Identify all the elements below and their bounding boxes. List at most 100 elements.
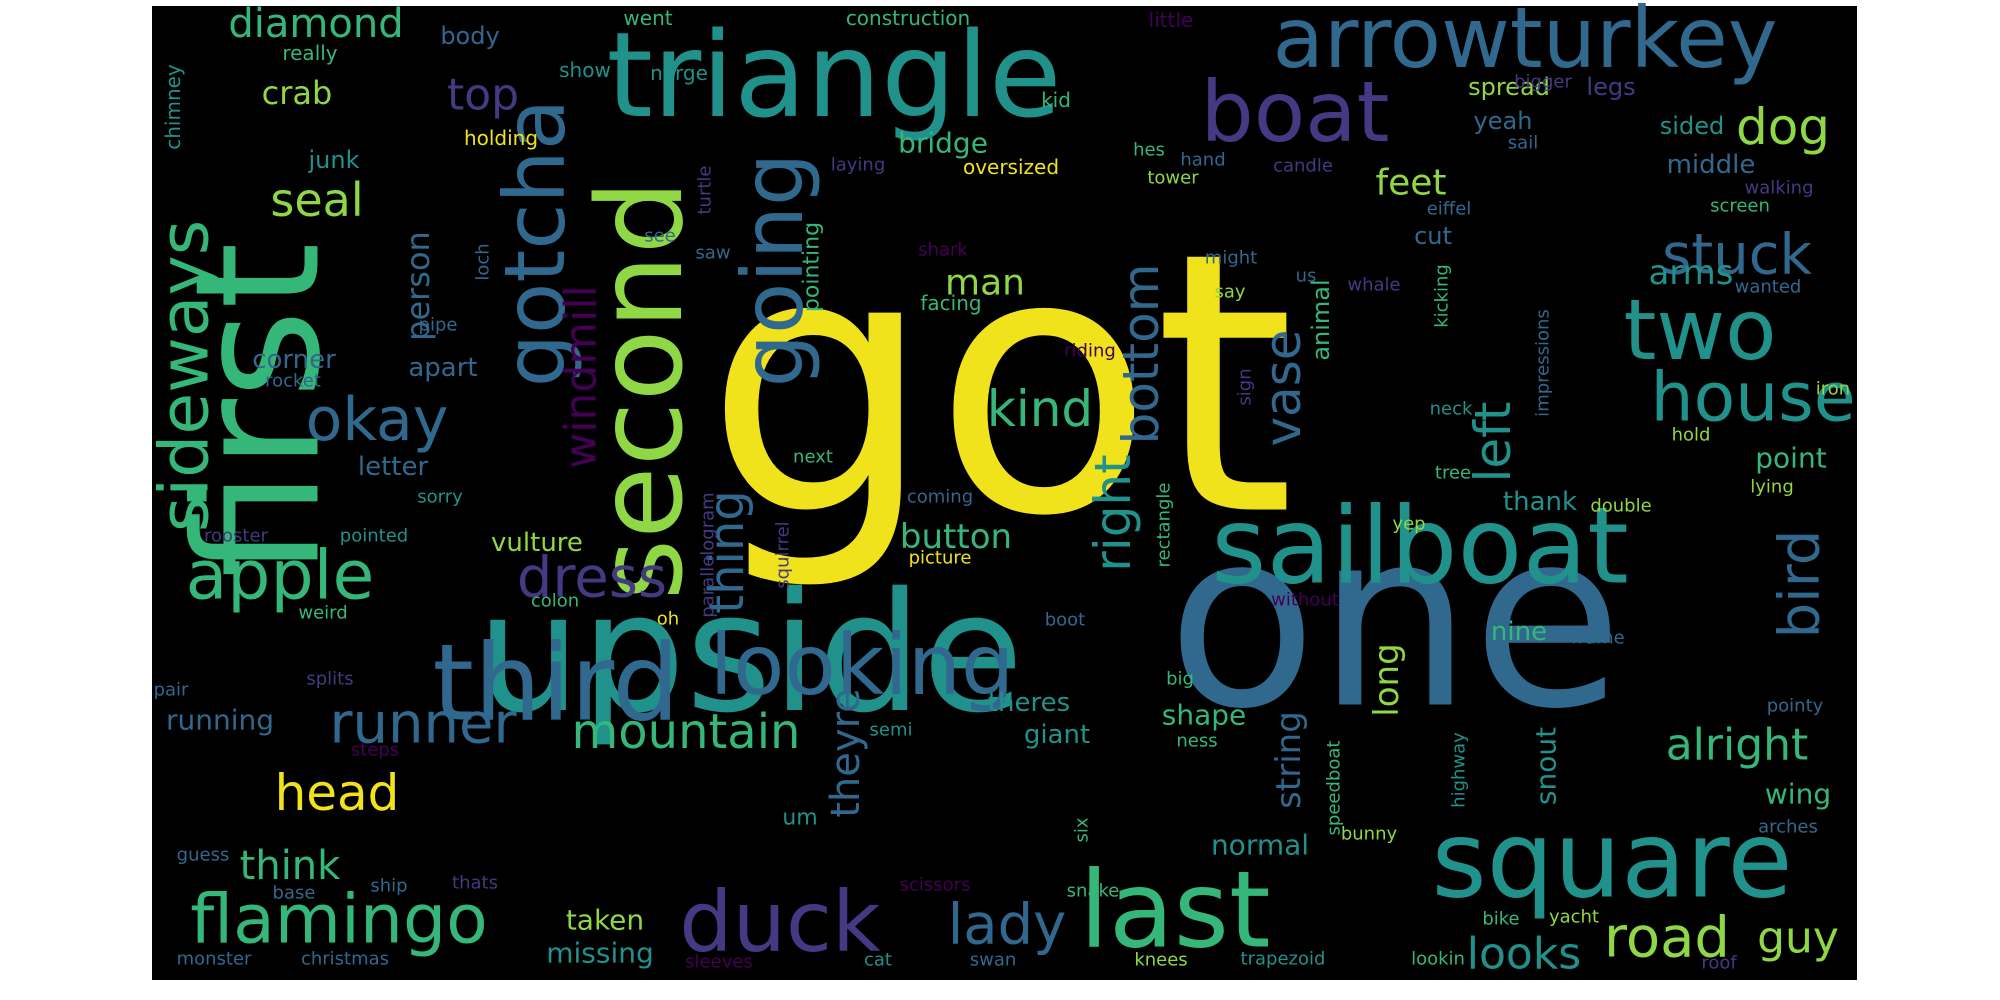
word-show: show — [559, 58, 611, 82]
word-man: man — [945, 263, 1025, 304]
word-speedboat: speedboat — [1324, 741, 1345, 836]
word-looking: looking — [710, 616, 1015, 714]
word-candle: candle — [1273, 156, 1333, 177]
word-monster: monster — [177, 949, 252, 970]
word-wing: wing — [1765, 778, 1831, 811]
word-thing: thing — [699, 490, 755, 613]
word-missing: missing — [546, 937, 654, 970]
word-wanted: wanted — [1735, 277, 1802, 298]
word-okay: okay — [306, 385, 449, 455]
word-flamingo: flamingo — [190, 881, 488, 960]
word-colon: colon — [531, 591, 579, 612]
word-apple: apple — [186, 537, 375, 616]
word-say: say — [1214, 282, 1245, 303]
word-eiffel: eiffel — [1427, 199, 1472, 220]
word-trapezoid: trapezoid — [1241, 949, 1326, 970]
word-shark: shark — [918, 240, 968, 261]
word-um: um — [782, 806, 817, 831]
word-vulture: vulture — [491, 528, 583, 558]
word-neck: neck — [1430, 399, 1473, 420]
word-first: first — [158, 242, 359, 578]
word-gotcha: gotcha — [486, 99, 584, 388]
word-one: one — [1167, 478, 1623, 763]
word-second: second — [571, 180, 709, 601]
word-boot: boot — [1045, 610, 1086, 631]
word-normal: normal — [1211, 829, 1309, 862]
word-sign: sign — [1235, 368, 1256, 405]
word-long: long — [1367, 643, 1407, 716]
word-bigger: bigger — [1514, 72, 1572, 93]
word-lookin: lookin — [1411, 949, 1465, 970]
word-screen: screen — [1710, 196, 1770, 217]
word-cut: cut — [1414, 222, 1452, 250]
word-sailboat: sailboat — [1211, 485, 1629, 608]
word-without: without — [1271, 590, 1339, 611]
word-sleeves: sleeves — [685, 952, 753, 973]
word-snake: snake — [1067, 881, 1120, 902]
word-pointy: pointy — [1767, 696, 1824, 717]
word-yeah: yeah — [1474, 107, 1533, 135]
word-nine: nine — [1491, 617, 1547, 647]
word-iron: iron — [1816, 379, 1850, 400]
word-whale: whale — [1347, 275, 1400, 296]
word-think: think — [240, 843, 342, 889]
word-bottom: bottom — [1112, 264, 1170, 445]
word-steps: steps — [351, 740, 399, 761]
word-person: person — [399, 231, 437, 341]
word-facing: facing — [920, 291, 981, 315]
word-running: running — [166, 704, 274, 737]
word-rocket: rocket — [265, 371, 321, 392]
word-middle: middle — [1667, 150, 1756, 180]
word-semi: semi — [870, 720, 913, 741]
word-top: top — [447, 70, 519, 121]
word-norge: norge — [650, 61, 708, 85]
word-dress: dress — [517, 546, 667, 611]
word-road: road — [1604, 906, 1730, 971]
word-stuck: stuck — [1662, 223, 1812, 288]
word-cat: cat — [864, 950, 892, 971]
word-lady: lady — [948, 893, 1067, 958]
word-guess: guess — [177, 845, 230, 866]
word-squirrel: squirrel — [773, 521, 794, 588]
word-letter: letter — [358, 452, 429, 482]
word-yep: yep — [1392, 514, 1425, 535]
word-arms: arms — [1648, 253, 1733, 293]
word-crab: crab — [262, 74, 333, 112]
word-might: might — [1205, 248, 1257, 269]
word-kind: kind — [987, 380, 1093, 438]
word-coming: coming — [907, 487, 973, 508]
word-square: square — [1431, 799, 1792, 922]
word-went: went — [623, 6, 672, 30]
word-point: point — [1755, 442, 1826, 475]
word-mountain: mountain — [572, 704, 801, 760]
word-weird: weird — [298, 603, 347, 624]
word-tower: tower — [1147, 168, 1199, 189]
word-bike: bike — [1482, 909, 1519, 930]
word-ship: ship — [370, 876, 407, 897]
word-bridge: bridge — [898, 127, 988, 160]
word-hand: hand — [1180, 150, 1225, 171]
word-theyre: theyre — [823, 688, 869, 818]
word-left: left — [1464, 402, 1522, 483]
word-junk: junk — [308, 146, 360, 174]
word-impressions: impressions — [1533, 309, 1554, 417]
word-saw: saw — [695, 243, 730, 264]
word-turtle: turtle — [695, 166, 716, 215]
word-rectangle: rectangle — [1154, 483, 1175, 568]
word-picture: picture — [909, 548, 972, 569]
word-hes: hes — [1133, 140, 1165, 161]
word-loch: loch — [473, 243, 494, 280]
word-theres: theres — [988, 688, 1070, 718]
word-see: see — [644, 226, 676, 247]
word-kicking: kicking — [1432, 264, 1453, 328]
word-sideways: sideways — [146, 220, 225, 532]
word-upside: upside — [476, 557, 1023, 749]
word-taken: taken — [566, 904, 644, 937]
word-legs: legs — [1586, 73, 1635, 101]
word-ness: ness — [1176, 731, 1217, 752]
word-going: going — [724, 153, 822, 388]
word-yacht: yacht — [1549, 907, 1599, 928]
word-body: body — [440, 22, 499, 50]
